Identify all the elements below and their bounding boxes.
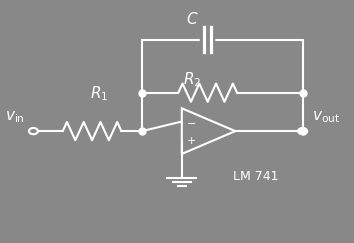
- Text: $v_{\mathrm{out}}$: $v_{\mathrm{out}}$: [312, 109, 341, 125]
- Text: $v_{\mathrm{in}}$: $v_{\mathrm{in}}$: [5, 109, 25, 125]
- Text: $C$: $C$: [186, 11, 199, 27]
- Text: $R_1$: $R_1$: [90, 85, 108, 104]
- Text: $-$: $-$: [186, 117, 196, 127]
- Text: $+$: $+$: [186, 135, 196, 146]
- Text: LM 741: LM 741: [233, 170, 279, 183]
- Text: $R_2$: $R_2$: [183, 70, 201, 89]
